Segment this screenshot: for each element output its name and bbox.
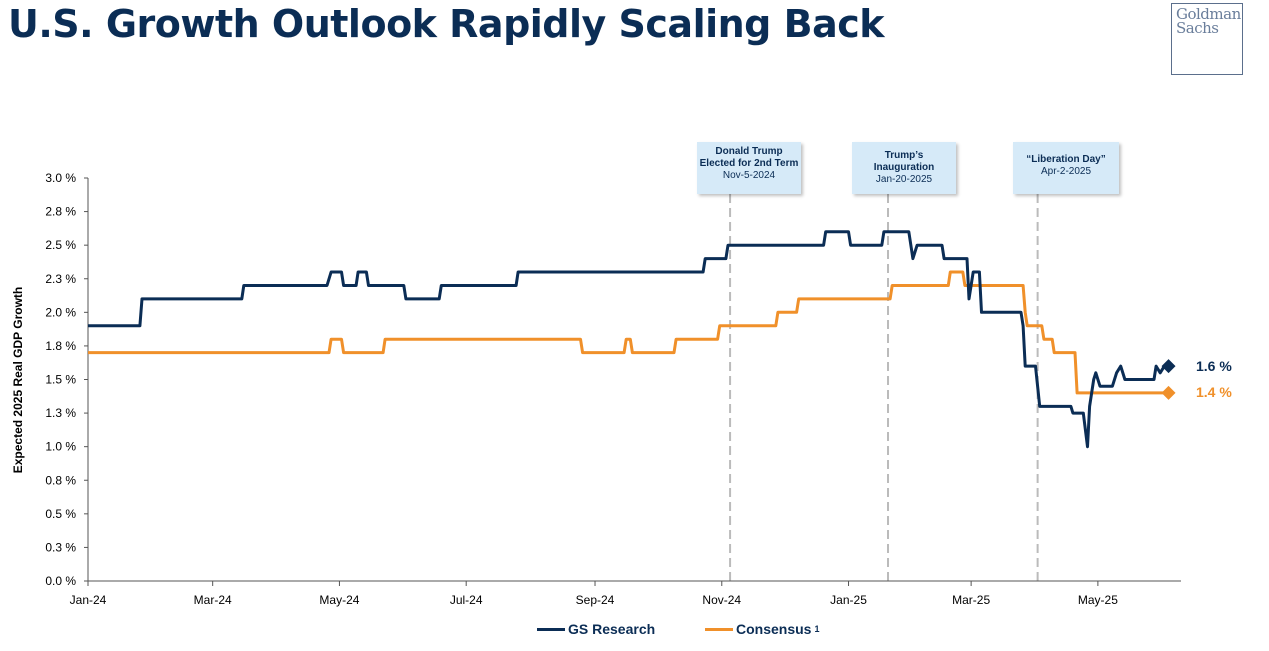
legend-label-consensus: Consensus [736,621,812,637]
series-line-consensus [88,270,1169,395]
annotation-date: Nov-5-2024 [722,170,776,181]
y-tick-label: 0.5 % [45,507,76,521]
y-tick-label: 0.3 % [45,540,76,554]
y-tick-label: 3.0 % [45,171,76,185]
event-annotation-inauguration: Trump’s Inauguration Jan-20-2025 [852,142,956,194]
y-tick-label: 1.5 % [45,373,76,387]
annotation-title: “Liberation Day” [1026,154,1106,165]
annotation-title: Donald Trump Elected for 2nd Term [699,146,799,169]
legend-label-gs: GS Research [568,621,656,637]
legend-swatch-consensus [705,627,733,631]
x-tick-label: Jul-24 [450,593,483,607]
y-tick-label: 2.5 % [45,238,76,252]
x-tick-label: May-24 [319,593,359,607]
legend-footnote: 1 [814,624,820,634]
y-tick-label: 1.0 % [45,440,76,454]
series-line-gs-research [88,230,1169,449]
y-tick-label: 0.0 % [45,574,76,588]
end-marker-gs-research [1161,359,1176,374]
end-marker-consensus [1161,385,1176,400]
annotation-date: Jan-20-2025 [875,174,933,185]
x-tick-label: Sep-24 [576,593,615,607]
x-tick-label: Mar-25 [952,593,990,607]
y-tick-label: 2.0 % [45,305,76,319]
page-title: U.S. Growth Outlook Rapidly Scaling Back [8,2,885,46]
x-tick-label: May-25 [1078,593,1118,607]
y-tick-label: 2.3 % [45,272,76,286]
event-annotation-liberation-day: “Liberation Day” Apr-2-2025 [1013,142,1119,194]
logo-line-2: Sachs [1176,19,1219,37]
y-tick-label: 1.3 % [45,406,76,420]
x-tick-label: Mar-24 [194,593,232,607]
y-tick-label: 2.8 % [45,205,76,219]
y-tick-label: 0.8 % [45,473,76,487]
x-tick-label: Nov-24 [702,593,741,607]
x-tick-label: Jan-24 [70,593,107,607]
logo-line-1: Goldman [1176,5,1241,23]
gs-end-label: 1.6 % [1196,358,1232,374]
legend-item-consensus: Consensus 1 [705,621,819,637]
event-annotation-election: Donald Trump Elected for 2nd Term Nov-5-… [697,142,801,194]
goldman-sachs-logo: Goldman Sachs [1171,3,1243,75]
annotation-title: Trump’s Inauguration [873,150,935,173]
annotation-date: Apr-2-2025 [1040,166,1092,177]
consensus-end-label: 1.4 % [1196,384,1232,400]
legend-item-gs-research: GS Research [537,621,655,637]
x-tick-label: Jan-25 [830,593,867,607]
y-tick-label: 1.8 % [45,339,76,353]
legend-swatch-gs [537,627,565,631]
